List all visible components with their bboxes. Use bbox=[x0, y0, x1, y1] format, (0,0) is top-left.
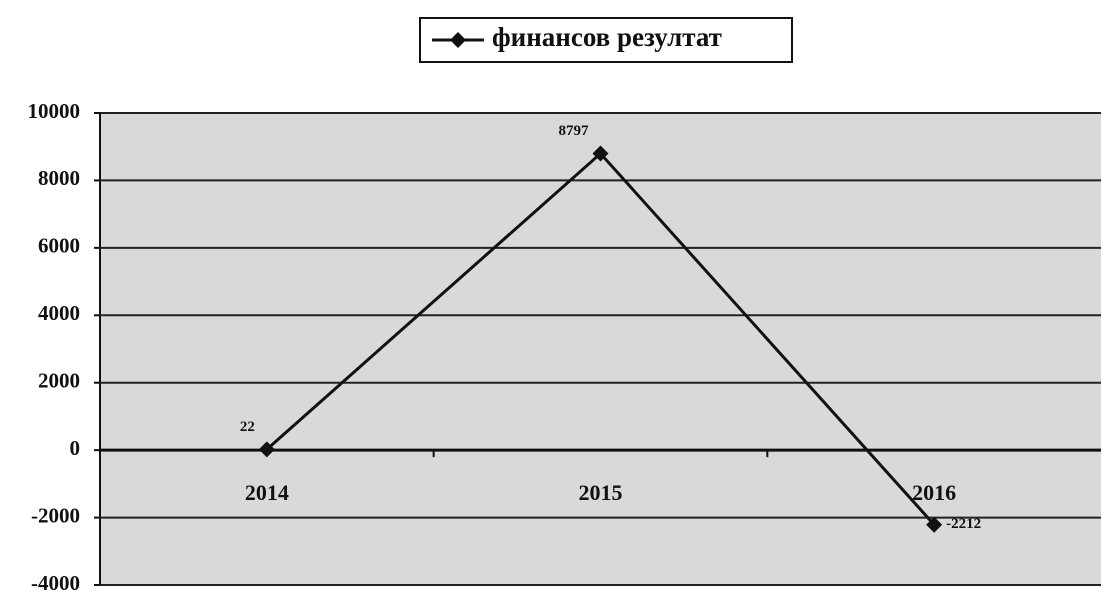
y-tick-label: 6000 bbox=[38, 234, 80, 258]
marker bbox=[258, 441, 275, 458]
y-tick-label: 0 bbox=[70, 436, 81, 460]
legend-label: финансов резултат bbox=[492, 22, 722, 52]
y-tick-label: 10000 bbox=[28, 99, 81, 123]
y-tick-label: 8000 bbox=[38, 166, 80, 190]
x-tick-label: 2016 bbox=[912, 480, 956, 505]
y-tick-label: -4000 bbox=[31, 571, 80, 592]
y-tick-label: 4000 bbox=[38, 301, 80, 325]
marker bbox=[926, 516, 943, 533]
y-tick-label: 2000 bbox=[38, 369, 80, 393]
data-label: 8797 bbox=[559, 123, 590, 139]
x-tick-label: 2014 bbox=[245, 480, 289, 505]
legend-marker bbox=[450, 32, 466, 48]
y-tick-label: -2000 bbox=[31, 503, 80, 527]
marker bbox=[592, 145, 609, 162]
data-label: 22 bbox=[240, 419, 255, 435]
plot-area bbox=[100, 113, 1101, 585]
x-tick-label: 2015 bbox=[579, 480, 623, 505]
data-label: -2212 bbox=[946, 516, 981, 532]
